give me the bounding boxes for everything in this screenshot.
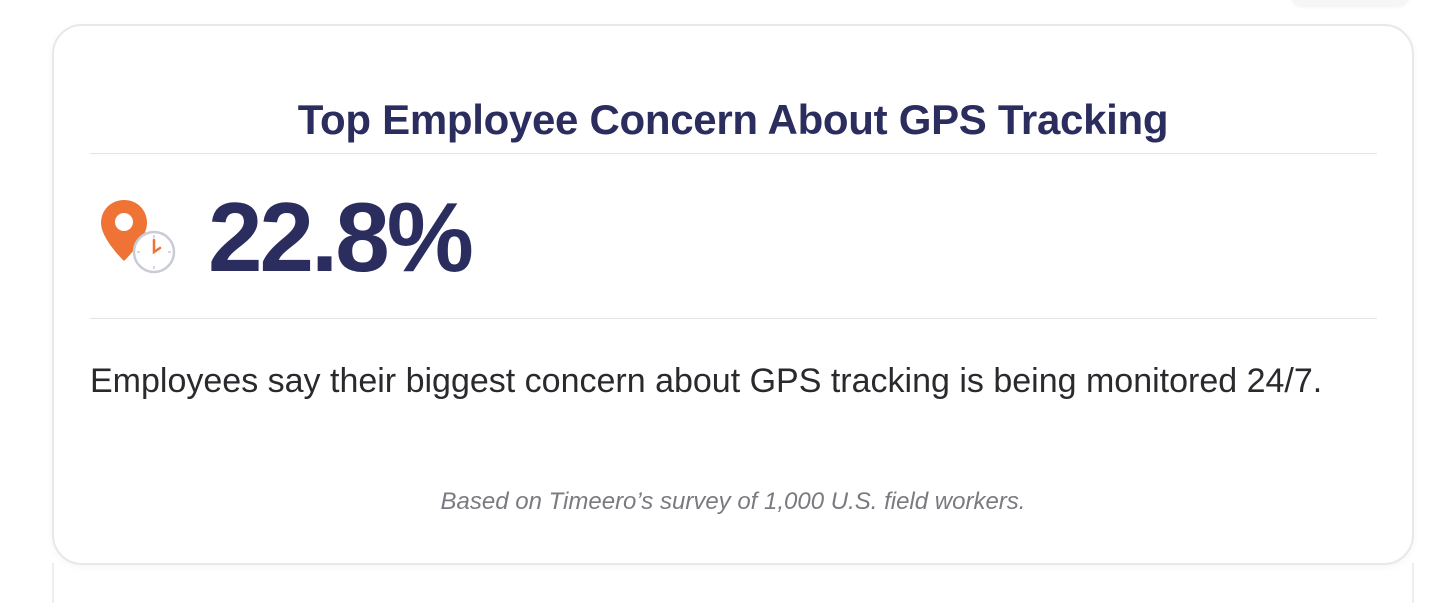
stat-description: Employees say their biggest concern abou… [90, 362, 1323, 400]
source-footnote: Based on Timeero’s survey of 1,000 U.S. … [440, 488, 1026, 515]
stat-value: 22.8% [208, 182, 474, 292]
top-control [1290, 0, 1410, 6]
stat-card: Top Employee Concern About GPS Tracking … [52, 24, 1414, 565]
location-pin-clock-icon [101, 200, 176, 274]
divider [90, 318, 1377, 319]
next-section [52, 563, 1414, 603]
divider [90, 153, 1377, 154]
card-title: Top Employee Concern About GPS Tracking [297, 96, 1169, 143]
